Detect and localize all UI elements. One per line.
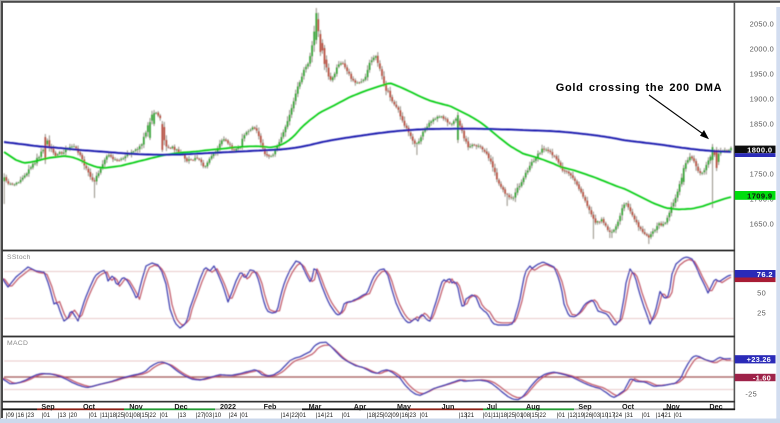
svg-text:Apr: Apr xyxy=(354,402,367,411)
svg-text:|31: |31 xyxy=(625,413,634,419)
svg-text:|15: |15 xyxy=(530,413,539,419)
svg-text:|11: |11 xyxy=(491,413,499,419)
svg-text:|22: |22 xyxy=(538,413,547,419)
svg-text:Nov: Nov xyxy=(666,402,680,411)
svg-text:|22: |22 xyxy=(290,413,299,419)
svg-text:|01: |01 xyxy=(160,413,169,419)
svg-text:|23: |23 xyxy=(408,413,417,419)
svg-text:2000.0: 2000.0 xyxy=(750,45,774,54)
svg-text:|01: |01 xyxy=(240,413,249,419)
svg-text:Feb: Feb xyxy=(264,402,277,411)
svg-text:-1.60: -1.60 xyxy=(753,373,771,382)
svg-text:1800.0: 1800.0 xyxy=(747,145,772,154)
svg-text:MACD: MACD xyxy=(7,340,28,347)
svg-text:1850.0: 1850.0 xyxy=(750,120,774,129)
svg-text:|13: |13 xyxy=(178,413,187,419)
svg-text:|01: |01 xyxy=(42,413,51,419)
svg-text:|01: |01 xyxy=(642,413,651,419)
svg-text:|24: |24 xyxy=(229,413,238,419)
svg-text:76.2: 76.2 xyxy=(757,270,773,279)
svg-text:|24: |24 xyxy=(614,413,623,419)
svg-text:|27: |27 xyxy=(196,413,205,419)
svg-text:|18: |18 xyxy=(367,413,376,419)
svg-text:|03: |03 xyxy=(204,413,213,419)
svg-text:|25: |25 xyxy=(116,413,125,419)
svg-text:Sep: Sep xyxy=(578,402,592,411)
svg-text:Mar: Mar xyxy=(309,402,322,411)
svg-text:Jun: Jun xyxy=(442,402,455,411)
svg-text:|13: |13 xyxy=(58,413,67,419)
svg-text:|01: |01 xyxy=(483,413,492,419)
svg-text:|25: |25 xyxy=(375,413,384,419)
svg-text:-25: -25 xyxy=(745,390,757,399)
svg-text:|10: |10 xyxy=(600,413,609,419)
svg-text:Nov: Nov xyxy=(129,402,143,411)
svg-text:|18: |18 xyxy=(499,413,508,419)
svg-text:|23: |23 xyxy=(26,413,35,419)
svg-text:|21: |21 xyxy=(663,413,672,419)
svg-text:|11: |11 xyxy=(100,413,108,419)
svg-text:|21: |21 xyxy=(325,413,334,419)
svg-text:|08: |08 xyxy=(132,413,141,419)
svg-text:2022: 2022 xyxy=(220,402,236,411)
svg-text:|25: |25 xyxy=(507,413,516,419)
svg-text:|01: |01 xyxy=(420,413,429,419)
svg-text:50: 50 xyxy=(757,289,766,298)
svg-text:Oct: Oct xyxy=(622,402,635,411)
svg-text:Dec: Dec xyxy=(174,402,187,411)
svg-text:|01: |01 xyxy=(674,413,683,419)
svg-text:|14: |14 xyxy=(281,413,290,419)
svg-text:|01: |01 xyxy=(515,413,524,419)
svg-text:|13: |13 xyxy=(459,413,468,419)
svg-text:|01: |01 xyxy=(557,413,566,419)
svg-text:25: 25 xyxy=(757,309,766,318)
svg-text:|02: |02 xyxy=(383,413,392,419)
svg-text:Sep: Sep xyxy=(41,402,55,411)
svg-text:|09: |09 xyxy=(391,413,400,419)
svg-text:|16: |16 xyxy=(400,413,409,419)
svg-text:|01: |01 xyxy=(124,413,133,419)
svg-text:|09: |09 xyxy=(6,413,15,419)
svg-text:|03: |03 xyxy=(592,413,601,419)
svg-text:|01: |01 xyxy=(342,413,351,419)
svg-text:|14: |14 xyxy=(656,413,665,419)
svg-text:|26: |26 xyxy=(584,413,593,419)
svg-text:|17: |17 xyxy=(607,413,616,419)
svg-text:Gold crossing the 200 DMA: Gold crossing the 200 DMA xyxy=(556,82,723,94)
svg-text:1900.0: 1900.0 xyxy=(750,95,774,104)
svg-text:|18: |18 xyxy=(108,413,117,419)
svg-text:Oct: Oct xyxy=(83,402,96,411)
svg-text:+23.26: +23.26 xyxy=(747,355,771,364)
svg-text:|22: |22 xyxy=(148,413,157,419)
svg-text:Aug: Aug xyxy=(526,402,540,411)
svg-text:1650.0: 1650.0 xyxy=(750,220,774,229)
svg-text:1750.0: 1750.0 xyxy=(750,170,774,179)
svg-text:|14: |14 xyxy=(316,413,325,419)
svg-text:|01: |01 xyxy=(298,413,307,419)
svg-text:May: May xyxy=(397,402,411,411)
svg-text:|20: |20 xyxy=(69,413,78,419)
svg-text:2050.0: 2050.0 xyxy=(750,20,774,29)
svg-text:|15: |15 xyxy=(140,413,149,419)
svg-text:1709.9: 1709.9 xyxy=(747,191,772,200)
svg-text:Dec: Dec xyxy=(709,402,722,411)
svg-text:|16: |16 xyxy=(16,413,25,419)
svg-text:|10: |10 xyxy=(213,413,222,419)
svg-text:|01: |01 xyxy=(89,413,98,419)
svg-text:|08: |08 xyxy=(522,413,531,419)
svg-text:|21: |21 xyxy=(466,413,475,419)
svg-text:1950.0: 1950.0 xyxy=(750,70,774,79)
svg-text:|19: |19 xyxy=(576,413,585,419)
svg-text:|12: |12 xyxy=(568,413,577,419)
svg-text:SStoch: SStoch xyxy=(7,254,31,261)
svg-text:Jul: Jul xyxy=(487,402,497,411)
